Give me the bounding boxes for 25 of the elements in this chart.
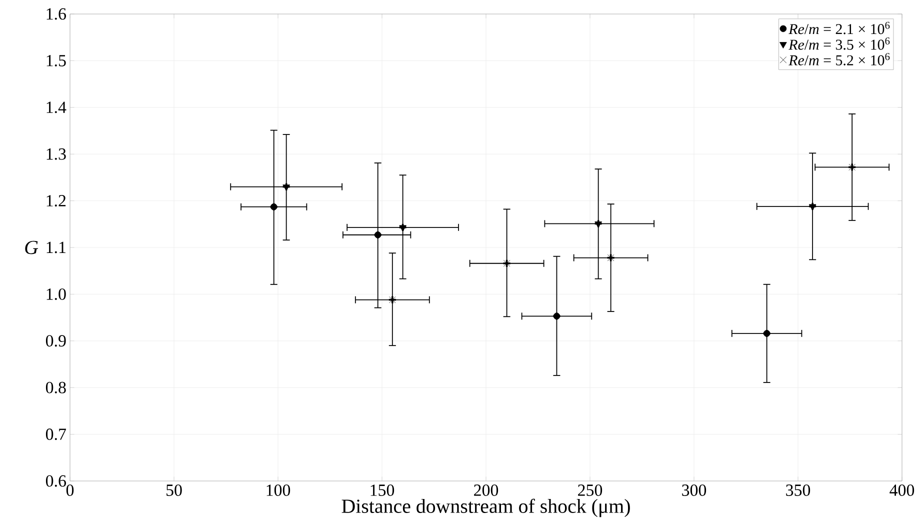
y-tick-label: 0.9 (46, 334, 66, 346)
x-tick-label: 350 (786, 484, 810, 496)
x-tick-label: 200 (474, 484, 498, 496)
legend-label: Re/m = 2.1 × 10$^{6}$ (788, 22, 890, 34)
x-tick-label: 250 (578, 484, 602, 496)
y-tick-label: 1.6 (46, 8, 66, 20)
x-tick-label: 0 (66, 484, 74, 496)
legend-label: Re/m = 5.2 × 10$^{6}$ (788, 52, 890, 66)
x-axis-title: Distance downstream of shock (μm) (342, 498, 630, 517)
y-axis-title: G (25, 240, 38, 254)
y-tick-label: 1.4 (46, 101, 66, 113)
x-tick-label: 300 (682, 484, 706, 496)
x-tick-label: 150 (370, 484, 394, 496)
y-tick-label: 1.0 (46, 288, 66, 300)
y-tick-label: 1.5 (46, 54, 66, 66)
y-tick-label: 0.6 (46, 475, 66, 487)
x-tick-label: 400 (890, 484, 914, 496)
y-tick-label: 0.7 (46, 428, 66, 440)
y-tick-label: 0.8 (46, 382, 66, 394)
legend-label: Re/m = 3.5 × 10$^{6}$ (788, 37, 890, 50)
y-tick-label: 1.1 (46, 242, 66, 254)
y-tick-label: 1.2 (46, 194, 66, 206)
x-tick-label: 100 (266, 484, 290, 496)
y-tick-label: 1.3 (46, 148, 66, 160)
x-tick-label: 50 (166, 484, 182, 496)
